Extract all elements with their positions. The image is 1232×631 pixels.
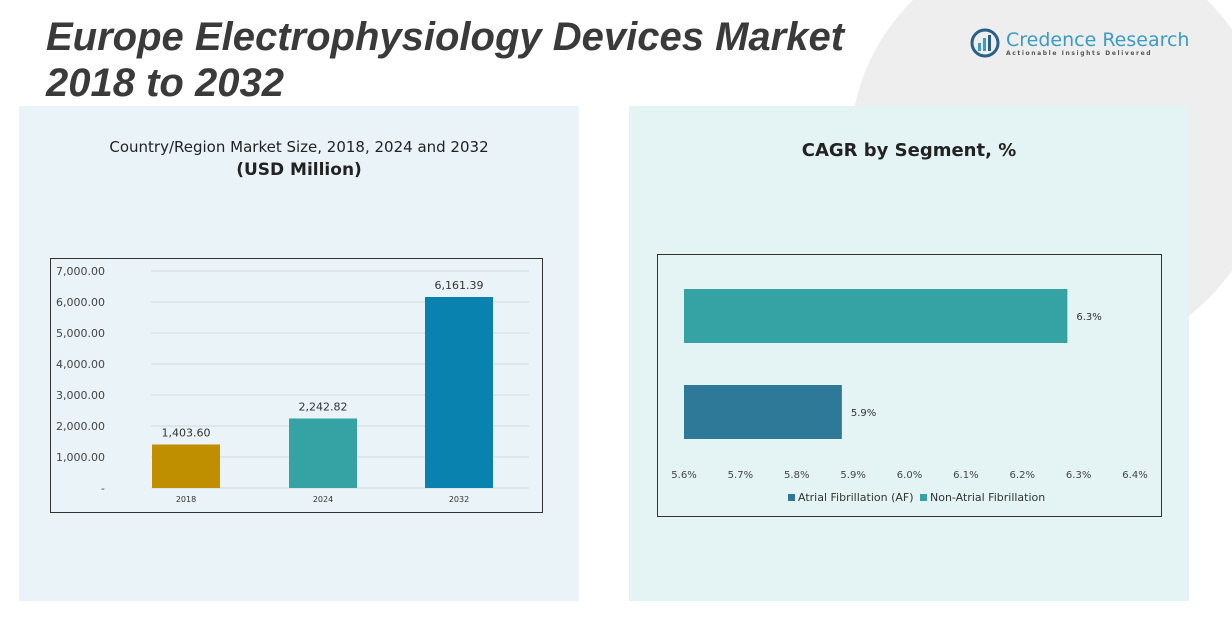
bar-non-atrial-fibrillation [684,289,1068,343]
page-title: Europe Electrophysiology Devices Market … [46,14,844,106]
x-tick-label: 5.6% [671,470,696,481]
bar-2024 [289,418,357,488]
data-label: 1,403.60 [162,426,211,439]
x-tick-label: 6.3% [1066,470,1091,481]
legend-swatch-non-af [920,494,927,501]
y-tick-label: 6,000.00 [56,296,105,309]
bar-atrial-fibrillation-af- [684,385,842,439]
x-tick-label: 6.0% [897,470,922,481]
cagr-panel: CAGR by Segment, % [629,106,1189,601]
bar-2018 [152,444,220,488]
bar-chart-frame: - 1,000.00 2,000.00 3,000.00 4,000.00 5,000.0… [50,258,543,513]
data-label: 6,161.39 [435,279,484,292]
data-label: 6.3% [1076,312,1101,323]
data-label: 5.9% [851,408,876,419]
title-line-1: Europe Electrophysiology Devices Market [46,15,845,59]
x-tick-label: 6.2% [1010,470,1035,481]
logo: Credence Research Actionable Insights De… [970,28,1189,58]
x-tick-label: 2024 [313,495,333,504]
y-tick-label: 3,000.00 [56,389,105,402]
x-tick-label: 6.1% [953,470,978,481]
y-tick-label: 1,000.00 [56,451,105,464]
logo-icon [970,28,1000,58]
y-tick-label: 2,000.00 [56,420,105,433]
x-tick-label: 6.4% [1122,470,1147,481]
bar-chart: - 1,000.00 2,000.00 3,000.00 4,000.00 5,000.0… [56,265,529,504]
x-tick-label: 2018 [176,495,196,504]
data-label: 2,242.82 [299,400,348,413]
logo-tagline: Actionable Insights Delivered [1006,49,1153,57]
x-tick-label: 5.7% [728,470,753,481]
legend-label: Non-Atrial Fibrillation [930,491,1045,504]
x-tick-label: 5.9% [840,470,865,481]
legend-swatch-af [788,494,795,501]
x-tick-label: 2032 [449,495,469,504]
cagr-chart: 6.3% 5.9% 5.6% 5.7% 5.8% 5.9% 6.0% 6.1% 6.2% 6.3%… [671,289,1148,504]
y-tick-label: - [101,482,105,495]
chart-title: Country/Region Market Size, 2018, 2024 a… [109,138,489,156]
legend-label: Atrial Fibrillation (AF) [798,491,914,504]
y-tick-label: 4,000.00 [56,358,105,371]
bar-2032 [425,296,493,488]
y-tick-label: 7,000.00 [56,265,105,278]
chart-title: CAGR by Segment, % [801,140,1017,161]
chart-subtitle: (USD Million) [236,160,362,180]
title-line-2: 2018 to 2032 [46,61,284,105]
logo-name: Credence Research [1006,28,1190,51]
hbar-chart-frame: 6.3% 5.9% 5.6% 5.7% 5.8% 5.9% 6.0% 6.1% 6.2% 6.3%… [657,254,1162,517]
x-tick-label: 5.8% [784,470,809,481]
y-tick-label: 5,000.00 [56,327,105,340]
